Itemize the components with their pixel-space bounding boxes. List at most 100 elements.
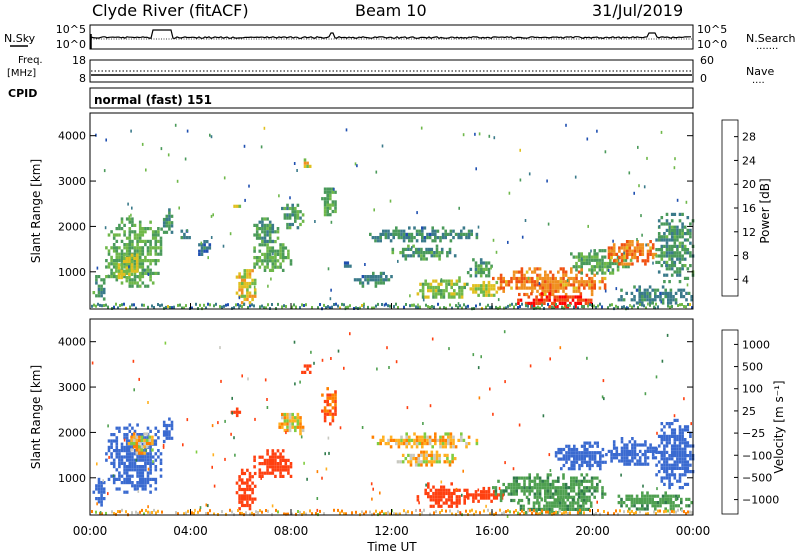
velocity-cell (673, 434, 677, 438)
power-cell (154, 249, 158, 253)
velocity-cell (583, 454, 586, 458)
power-cell (146, 284, 150, 288)
power-cell (676, 228, 679, 232)
power-cell (251, 297, 254, 302)
power-cell (372, 275, 375, 279)
velocity-ground-cell (119, 510, 121, 514)
velocity-cell (430, 453, 434, 457)
power-cell (165, 214, 169, 218)
velocity-sparse-cell (294, 382, 296, 386)
velocity-cell (641, 497, 644, 501)
power-cell (144, 243, 147, 247)
velocity-cell (268, 465, 272, 469)
velocity-ground-cell (393, 512, 395, 516)
power-cell (266, 262, 269, 266)
power-cell (517, 298, 520, 302)
power-cell (144, 268, 147, 272)
velocity-cell (651, 497, 654, 501)
power-cell (160, 227, 163, 231)
power-cell (624, 258, 628, 262)
power-cell (286, 203, 289, 207)
power-cell (271, 239, 275, 243)
power-cell (382, 271, 385, 275)
velocity-cell (425, 457, 428, 461)
power-cell (279, 262, 282, 266)
power-cell (690, 295, 693, 299)
power-sparse-cell (629, 304, 631, 307)
power-cell (136, 236, 139, 240)
velocity-ground-cell (623, 510, 625, 514)
velocity-cell (620, 497, 623, 501)
velocity-sparse-cell (337, 349, 340, 353)
velocity-cell (557, 479, 560, 483)
velocity-cell (663, 438, 666, 442)
velocity-cell (625, 494, 628, 498)
velocity-cell (583, 489, 586, 493)
velocity-cell (154, 442, 158, 446)
power-cell (564, 283, 568, 287)
power-cell (546, 283, 550, 287)
power-ground-cell (607, 306, 609, 310)
power-cell (389, 239, 393, 243)
velocity-cell (281, 458, 285, 462)
power-cell (660, 254, 664, 258)
velocity-cell (588, 486, 591, 490)
power-cell (102, 297, 106, 301)
power-ground-cell (551, 305, 553, 309)
power-cell (268, 220, 272, 224)
power-ground-cell (503, 306, 505, 310)
power-cell (284, 256, 288, 260)
power-cell (372, 271, 375, 275)
velocity-sparse-cell (349, 332, 351, 336)
power-cell (558, 301, 562, 305)
power-ground-cell (113, 305, 115, 309)
velocity-ground-cell (341, 509, 343, 513)
power-cell (665, 238, 669, 242)
velocity-cell (517, 501, 520, 505)
velocity-cell (431, 438, 434, 442)
power-cell (372, 278, 375, 282)
power-cell (144, 284, 147, 288)
velocity-cell (563, 504, 567, 508)
power-cell (553, 301, 557, 305)
power-cell (532, 305, 536, 309)
power-ground-cell (573, 305, 575, 309)
velocity-cell (633, 456, 637, 460)
power-sparse-cell (607, 269, 610, 272)
velocity-cell (580, 473, 583, 477)
velocity-cell (678, 479, 682, 483)
power-sparse-cell (519, 148, 521, 152)
power-sparse-cell (127, 202, 129, 206)
power-cell (382, 232, 385, 236)
power-cell (636, 243, 639, 247)
velocity-cell (118, 471, 121, 475)
power-cell (253, 249, 256, 253)
power-cell (636, 246, 639, 250)
power-cell (420, 247, 423, 251)
power-cell (146, 239, 150, 243)
velocity-cell (452, 438, 455, 442)
power-cell (268, 239, 272, 243)
power-cell (323, 187, 327, 191)
power-cell (452, 229, 455, 233)
power-cell (548, 292, 551, 296)
power-cell (462, 226, 466, 230)
power-cell (681, 241, 684, 245)
power-cell (146, 252, 150, 256)
power-sparse-cell (508, 191, 511, 195)
velocity-cell (125, 490, 129, 494)
velocity-cell (453, 457, 457, 461)
power-cell (205, 240, 209, 244)
velocity-sparse-cell (266, 406, 269, 409)
velocity-cell (565, 451, 568, 455)
power-ground-cell (141, 303, 143, 307)
power-cell (271, 259, 275, 263)
velocity-cell (410, 438, 414, 442)
power-cell (551, 289, 555, 293)
velocity-cell (528, 479, 531, 483)
velocity-cell (643, 497, 647, 501)
power-cell (95, 275, 98, 279)
velocity-cell (306, 367, 309, 371)
velocity-cell (389, 435, 393, 439)
power-cell (623, 249, 626, 253)
